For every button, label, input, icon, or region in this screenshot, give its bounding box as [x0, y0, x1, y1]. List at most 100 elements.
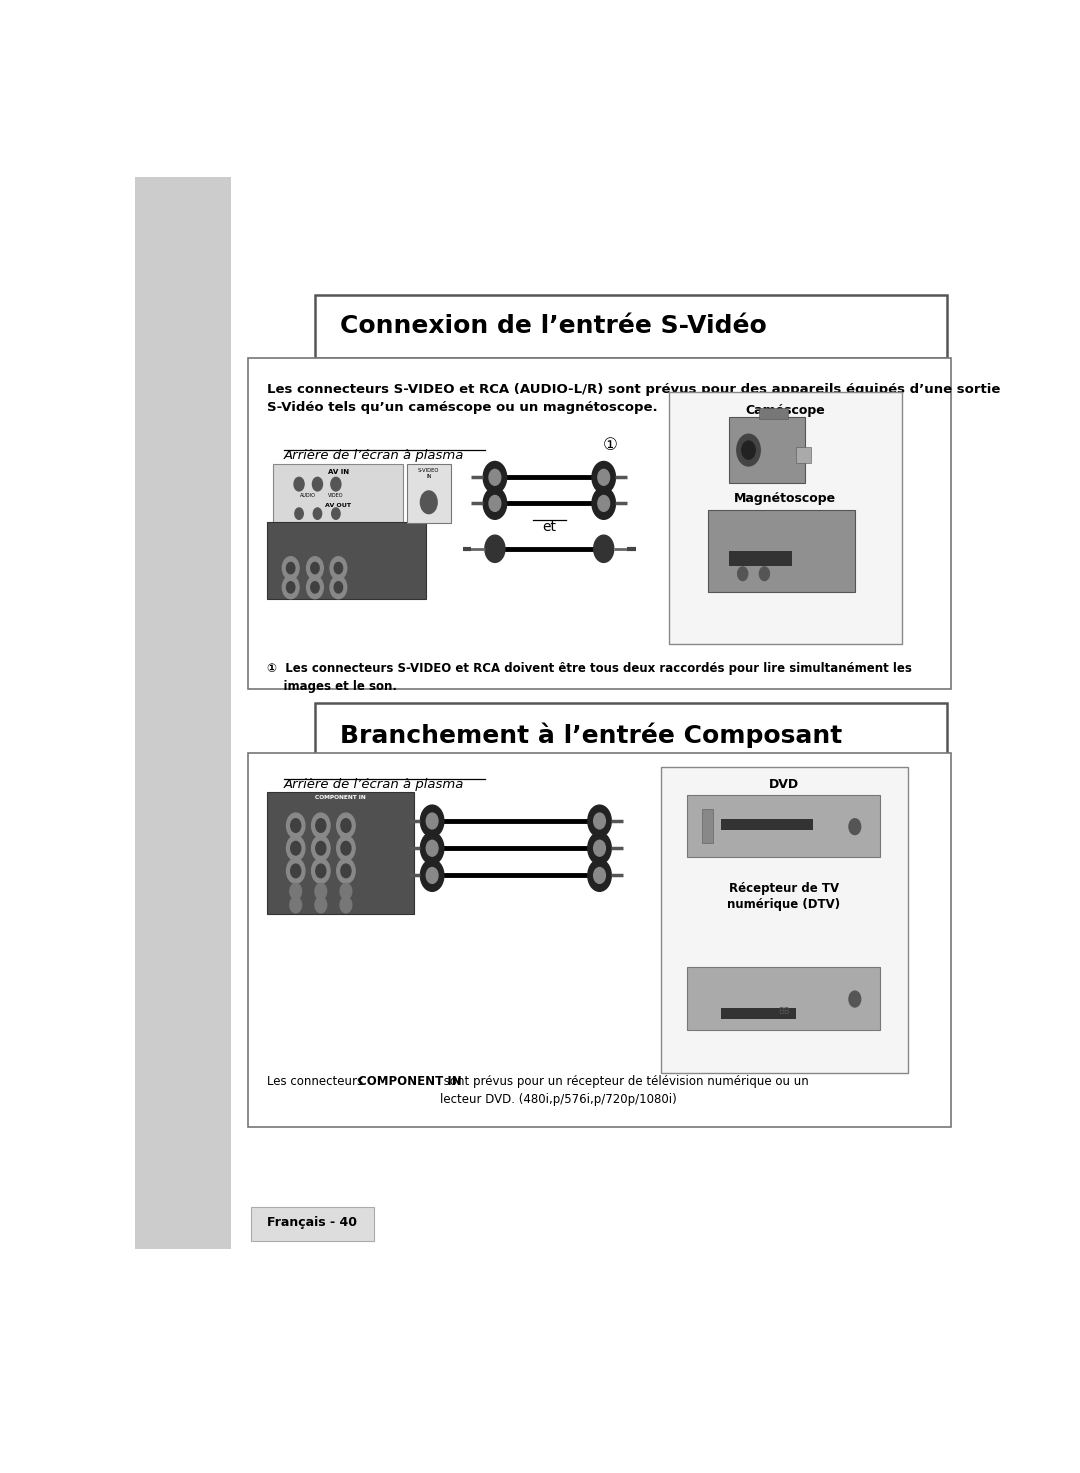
Text: et: et: [542, 520, 556, 535]
Circle shape: [282, 557, 299, 579]
Text: S-VIDEO
IN: S-VIDEO IN: [418, 468, 440, 479]
Circle shape: [337, 835, 355, 860]
Circle shape: [594, 813, 606, 829]
Text: DVD: DVD: [769, 778, 799, 791]
Circle shape: [592, 488, 616, 520]
Circle shape: [295, 508, 303, 520]
Circle shape: [312, 859, 330, 884]
Circle shape: [334, 563, 342, 574]
Circle shape: [340, 897, 352, 913]
Circle shape: [312, 477, 323, 491]
Circle shape: [337, 813, 355, 838]
Bar: [248, 753, 951, 1127]
Text: ①  Les connecteurs S-VIDEO et RCA doivent être tous deux raccordés pour lire sim: ① Les connecteurs S-VIDEO et RCA doivent…: [267, 663, 913, 694]
Circle shape: [594, 868, 606, 884]
Circle shape: [286, 835, 305, 860]
Circle shape: [588, 832, 611, 865]
Circle shape: [483, 461, 507, 493]
Bar: [688, 968, 880, 1030]
Circle shape: [849, 819, 861, 835]
Bar: [315, 703, 947, 766]
Circle shape: [738, 567, 747, 580]
Text: Connexion de l’entrée S-Vidéo: Connexion de l’entrée S-Vidéo: [340, 314, 767, 339]
Bar: [669, 392, 902, 644]
Bar: [729, 551, 792, 566]
Circle shape: [592, 461, 616, 493]
Bar: [267, 791, 414, 913]
Circle shape: [313, 508, 322, 520]
Bar: [796, 446, 811, 463]
Circle shape: [332, 508, 340, 520]
Circle shape: [849, 991, 861, 1008]
Bar: [721, 1008, 796, 1019]
Circle shape: [489, 470, 501, 485]
Text: Magnétoscope: Magnétoscope: [734, 492, 836, 505]
Text: COMPONENT IN: COMPONENT IN: [314, 795, 365, 800]
Circle shape: [489, 495, 501, 511]
Text: sont prévus pour un récepteur de télévision numérique ou un
lecteur DVD. (480i,p: sont prévus pour un récepteur de télévis…: [440, 1075, 809, 1106]
Circle shape: [282, 576, 299, 598]
Bar: [267, 521, 427, 598]
Circle shape: [291, 865, 300, 878]
Circle shape: [340, 884, 352, 899]
Circle shape: [594, 840, 606, 856]
Circle shape: [289, 884, 301, 899]
Bar: [729, 417, 805, 483]
Text: ①: ①: [603, 436, 618, 454]
Bar: [135, 177, 231, 1249]
Bar: [273, 464, 403, 523]
Circle shape: [341, 819, 351, 832]
Circle shape: [286, 813, 305, 838]
Circle shape: [294, 477, 305, 491]
Bar: [758, 408, 788, 420]
Text: Caméscope: Caméscope: [745, 404, 825, 417]
Bar: [721, 819, 813, 831]
Circle shape: [291, 841, 300, 854]
Circle shape: [483, 488, 507, 520]
Circle shape: [307, 576, 323, 598]
Circle shape: [315, 884, 326, 899]
Circle shape: [341, 865, 351, 878]
Text: Récepteur de TV
numérique (DTV): Récepteur de TV numérique (DTV): [727, 882, 840, 912]
Circle shape: [330, 557, 347, 579]
Bar: [248, 358, 951, 689]
Circle shape: [485, 535, 505, 563]
Circle shape: [286, 859, 305, 884]
Circle shape: [311, 582, 320, 594]
Text: AV IN: AV IN: [328, 470, 349, 476]
Text: COMPONENT IN: COMPONENT IN: [357, 1075, 461, 1089]
Text: Français - 40: Français - 40: [268, 1217, 357, 1228]
Text: AUDIO: AUDIO: [300, 493, 316, 498]
Circle shape: [420, 860, 444, 891]
Bar: [315, 295, 947, 358]
Circle shape: [420, 806, 444, 837]
Circle shape: [427, 813, 438, 829]
Circle shape: [307, 557, 323, 579]
Circle shape: [311, 563, 320, 574]
Circle shape: [427, 868, 438, 884]
Bar: [407, 464, 450, 523]
Circle shape: [588, 806, 611, 837]
Circle shape: [588, 860, 611, 891]
Circle shape: [737, 435, 760, 465]
Text: Arrière de l’écran à plasma: Arrière de l’écran à plasma: [284, 778, 464, 791]
Circle shape: [598, 470, 609, 485]
Circle shape: [312, 813, 330, 838]
Circle shape: [594, 535, 613, 563]
Circle shape: [286, 563, 295, 574]
Bar: [661, 766, 907, 1072]
Bar: [251, 1206, 375, 1240]
Circle shape: [341, 841, 351, 854]
Circle shape: [427, 840, 438, 856]
Circle shape: [286, 582, 295, 594]
Circle shape: [420, 832, 444, 865]
Bar: [688, 795, 880, 857]
Text: Arrière de l’écran à plasma: Arrière de l’écran à plasma: [284, 449, 464, 463]
Text: Les connecteurs: Les connecteurs: [267, 1075, 367, 1089]
Circle shape: [315, 865, 326, 878]
Circle shape: [334, 582, 342, 594]
Circle shape: [312, 835, 330, 860]
Circle shape: [337, 859, 355, 884]
Circle shape: [598, 495, 609, 511]
Circle shape: [759, 567, 769, 580]
